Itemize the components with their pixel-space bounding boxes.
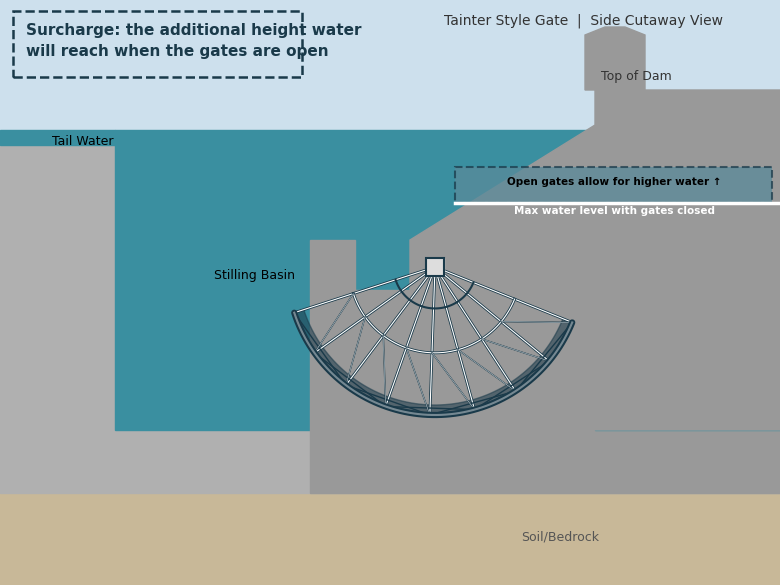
Polygon shape [595, 167, 780, 203]
Text: Top of Dam: Top of Dam [601, 70, 672, 83]
Text: Tail Water: Tail Water [52, 135, 114, 148]
Bar [455, 167, 772, 203]
Polygon shape [0, 130, 115, 145]
Polygon shape [440, 275, 585, 430]
Text: Stilling Basin: Stilling Basin [215, 269, 296, 281]
Polygon shape [0, 145, 115, 493]
Text: Surcharge: the additional height water
will reach when the gates are open: Surcharge: the additional height water w… [26, 23, 361, 59]
Polygon shape [310, 430, 780, 493]
Polygon shape [410, 90, 780, 430]
Polygon shape [0, 493, 780, 585]
Text: Soil/Bedrock: Soil/Bedrock [521, 531, 599, 543]
Bar [426, 258, 444, 276]
Text: Tainter Style Gate  |  Side Cutaway View: Tainter Style Gate | Side Cutaway View [444, 13, 722, 27]
Bar [426, 258, 444, 276]
Polygon shape [585, 27, 645, 90]
Polygon shape [294, 309, 573, 415]
Text: Max water level with gates closed: Max water level with gates closed [513, 206, 714, 216]
Polygon shape [115, 430, 780, 493]
Polygon shape [310, 240, 410, 430]
Text: Open gates allow for higher water ↑: Open gates allow for higher water ↑ [507, 177, 722, 187]
Polygon shape [115, 130, 780, 430]
Polygon shape [595, 203, 780, 430]
